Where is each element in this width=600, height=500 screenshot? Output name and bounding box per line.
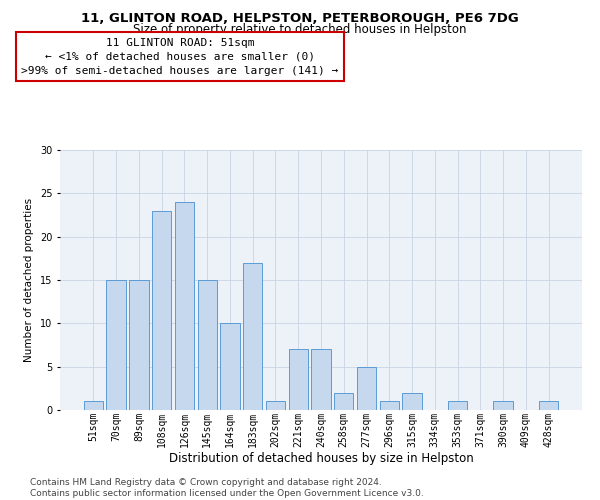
Bar — [266, 402, 285, 410]
Text: 11, GLINTON ROAD, HELPSTON, PETERBOROUGH, PE6 7DG: 11, GLINTON ROAD, HELPSTON, PETERBOROUGH… — [81, 12, 519, 26]
Bar — [106, 280, 126, 410]
Y-axis label: Number of detached properties: Number of detached properties — [25, 198, 34, 362]
Text: Contains HM Land Registry data © Crown copyright and database right 2024.
Contai: Contains HM Land Registry data © Crown c… — [30, 478, 424, 498]
Text: 11 GLINTON ROAD: 51sqm
← <1% of detached houses are smaller (0)
>99% of semi-det: 11 GLINTON ROAD: 51sqm ← <1% of detached… — [22, 38, 338, 76]
Bar — [493, 402, 513, 410]
Bar — [448, 402, 467, 410]
Bar — [380, 402, 399, 410]
Bar — [220, 324, 239, 410]
Text: Size of property relative to detached houses in Helpston: Size of property relative to detached ho… — [133, 24, 467, 36]
Bar — [84, 402, 103, 410]
X-axis label: Distribution of detached houses by size in Helpston: Distribution of detached houses by size … — [169, 452, 473, 465]
Bar — [403, 392, 422, 410]
Bar — [289, 350, 308, 410]
Bar — [197, 280, 217, 410]
Bar — [129, 280, 149, 410]
Bar — [311, 350, 331, 410]
Bar — [152, 210, 172, 410]
Bar — [243, 262, 262, 410]
Bar — [334, 392, 353, 410]
Bar — [175, 202, 194, 410]
Bar — [357, 366, 376, 410]
Bar — [539, 402, 558, 410]
